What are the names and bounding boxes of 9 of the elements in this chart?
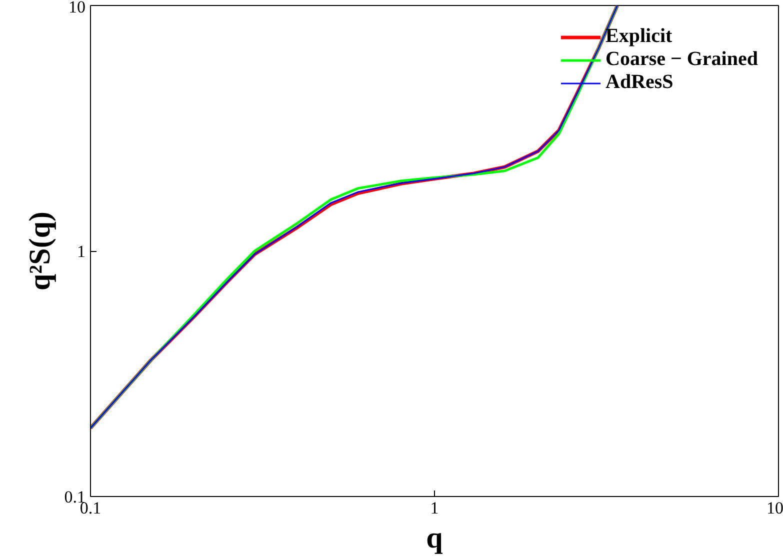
x-tick-label: 10 [766,498,783,518]
x-axis-title: q [426,522,444,554]
y-tick-label: 10 [68,0,86,16]
y-axis-title: q²S(q) [23,211,56,291]
x-tick-label: 1 [430,498,439,518]
legend-label: AdResS [606,71,674,94]
legend-label: Coarse − Grained [606,48,758,71]
y-tick-label: 1 [77,242,86,261]
legend-label: Explicit [606,25,672,48]
